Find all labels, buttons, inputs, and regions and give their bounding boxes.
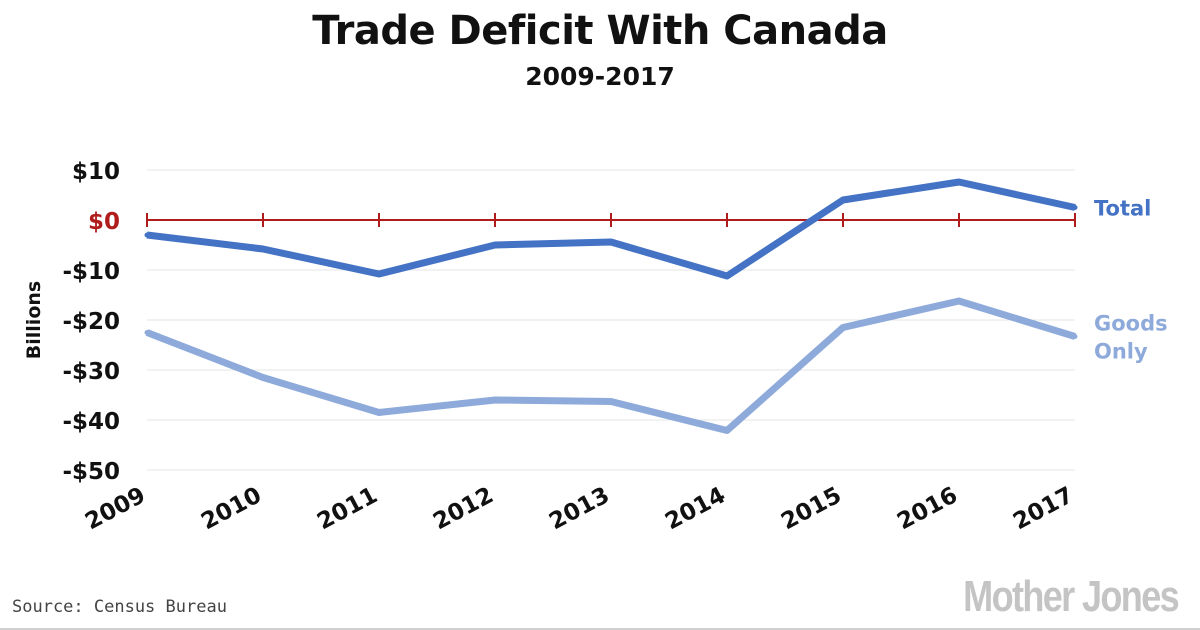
data-point	[608, 399, 614, 404]
data-point	[956, 298, 962, 304]
source-note: Source: Census Bureau	[12, 597, 227, 617]
data-point	[1072, 205, 1078, 210]
data-point	[492, 242, 498, 248]
y-tick-label: -$40	[62, 409, 120, 435]
x-tick-label: 2017	[1009, 482, 1078, 535]
data-point	[1072, 334, 1078, 339]
series-label: Total	[1094, 197, 1151, 221]
y-tick-label: -$20	[62, 309, 120, 335]
data-point	[492, 397, 498, 403]
x-tick-label: 2010	[197, 482, 266, 535]
zero-line	[146, 213, 1076, 227]
series-label-line: Only	[1094, 340, 1148, 364]
y-tick-label: $0	[88, 209, 120, 235]
y-tick-label: -$30	[62, 359, 120, 385]
series-label-line: Goods	[1094, 312, 1168, 336]
data-point	[144, 232, 150, 238]
y-tick-label: -$10	[62, 259, 120, 285]
y-tick-label: $10	[72, 159, 120, 185]
series-line-total	[146, 178, 1076, 280]
y-tick-label: -$50	[62, 459, 120, 485]
chart-subtitle: 2009-2017	[525, 62, 675, 91]
brand-logo: Mother Jones	[963, 572, 1180, 621]
data-point	[144, 330, 150, 335]
footer-divider	[0, 628, 1200, 630]
x-tick-label: 2015	[777, 482, 846, 535]
gridlines	[147, 169, 1075, 471]
x-tick-label: 2016	[893, 482, 962, 535]
data-point	[840, 197, 846, 203]
data-point	[956, 179, 962, 185]
x-axis-tick-labels: 2009 2010 2011 2012 2013 2014 2015 2016 2017	[81, 482, 1078, 535]
chart-title: Trade Deficit With Canada	[312, 8, 888, 54]
x-tick-label: 2014	[661, 482, 730, 535]
x-tick-label: 2013	[545, 482, 614, 535]
data-point	[724, 273, 730, 279]
data-point	[376, 410, 382, 415]
y-axis-tick-labels: $10 $0 -$10 -$20 -$30 -$40 -$50	[62, 159, 120, 485]
data-point	[376, 271, 382, 277]
x-tick-label: 2011	[313, 482, 382, 535]
y-axis-title: Billions	[23, 281, 45, 359]
x-tick-label: 2012	[429, 482, 498, 535]
series-label: Goods Only	[1094, 312, 1168, 364]
series-labels: Total Goods Only	[1094, 197, 1168, 364]
x-tick-label: 2009	[81, 482, 150, 535]
data-point	[608, 239, 614, 245]
series-lines	[144, 178, 1078, 434]
data-point	[840, 325, 846, 330]
data-point	[724, 428, 730, 433]
data-point	[260, 375, 266, 380]
data-point	[260, 246, 266, 252]
series-label-line: Total	[1094, 197, 1151, 221]
